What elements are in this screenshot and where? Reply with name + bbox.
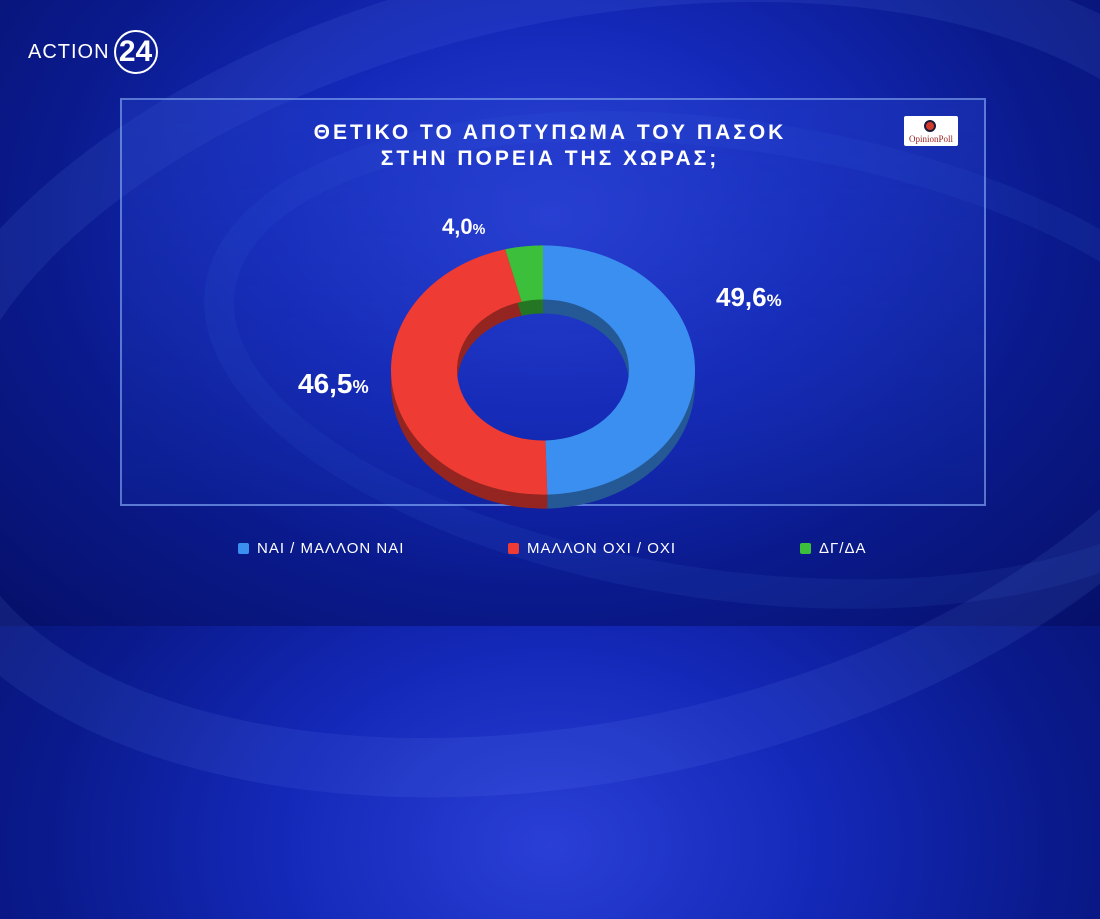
title-line-2: ΣΤΗΝ ΠΟΡΕΙΑ ΤΗΣ ΧΩΡΑΣ; [380,147,720,170]
unit-yes: % [766,291,782,310]
value-no: 46,5 [298,368,353,399]
donut-slice-yes [543,245,695,495]
donut-slice-no [391,249,548,495]
title-line-1: ΘΕΤΙΚΟ ΤΟ ΑΠΟΤΥΠΩΜΑ ΤΟΥ ΠΑΣΟΚ [313,121,787,144]
value-label-yes: 49,6% [716,282,782,313]
legend-item-no: ΜΑΛΛΟΝ ΟΧΙ / ΟΧΙ [508,540,676,557]
legend-label-no: ΜΑΛΛΟΝ ΟΧΙ / ΟΧΙ [527,540,677,557]
opinionpoll-logo: OpinionPoll [904,116,958,146]
unit-dk: % [472,222,486,238]
logo-text: ACTION [28,40,110,63]
legend-swatch-yes [238,543,249,554]
logo-number: 24 [113,30,158,74]
legend-swatch-no [508,543,519,554]
donut-slices [391,245,695,495]
value-label-no: 46,5% [298,368,369,400]
unit-no: % [352,377,369,397]
opinionpoll-text: OpinionPoll [908,134,953,144]
opinionpoll-dot-icon [924,120,936,132]
chart-legend: ΝΑΙ / ΜΑΛΛΟΝ ΝΑΙ ΜΑΛΛΟΝ ΟΧΙ / ΟΧΙ ΔΓ/ΔΑ [0,540,1100,562]
legend-item-dk: ΔΓ/ΔΑ [800,540,866,557]
value-label-dk: 4,0% [442,214,485,240]
legend-label-dk: ΔΓ/ΔΑ [819,540,867,557]
channel-logo: ACTION 24 [28,30,158,74]
chart-title: ΘΕΤΙΚΟ ΤΟ ΑΠΟΤΥΠΩΜΑ ΤΟΥ ΠΑΣΟΚ ΣΤΗΝ ΠΟΡΕΙ… [0,120,1100,172]
legend-item-yes: ΝΑΙ / ΜΑΛΛΟΝ ΝΑΙ [238,540,404,557]
donut-chart [390,245,696,509]
legend-label-yes: ΝΑΙ / ΜΑΛΛΟΝ ΝΑΙ [257,540,405,557]
value-yes: 49,6 [716,282,767,312]
legend-swatch-dk [800,543,811,554]
donut-slice-dk [505,245,543,302]
value-dk: 4,0 [442,214,473,239]
